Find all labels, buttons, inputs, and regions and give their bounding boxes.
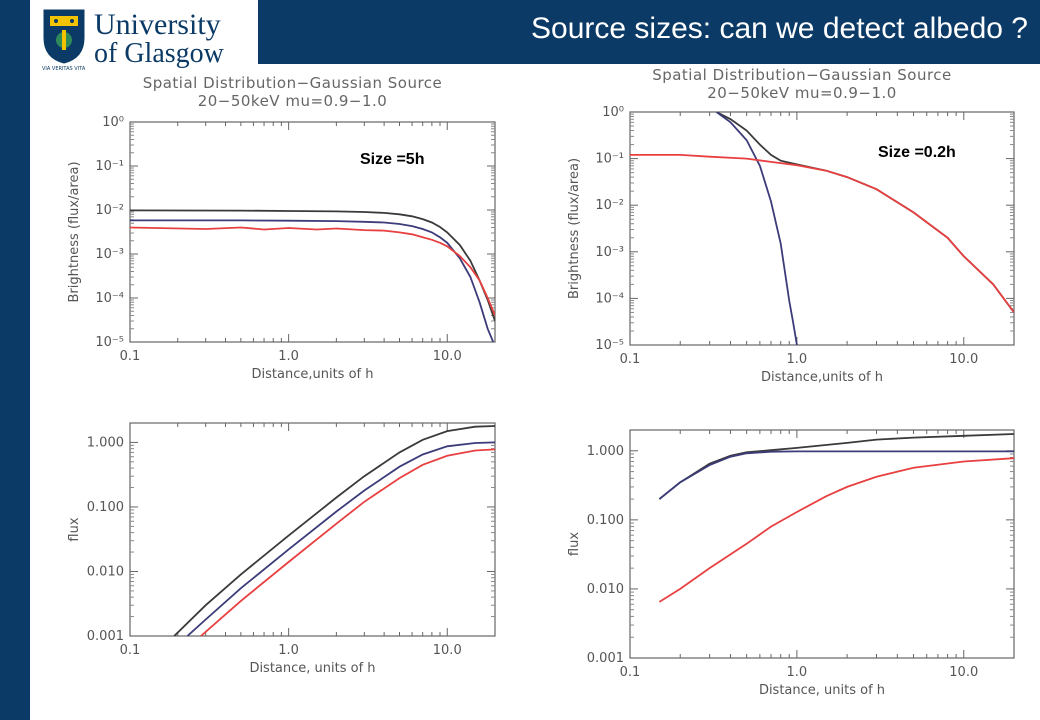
chart-bottom-left: 0.1 1.0 10.0 1.000 0.100 0.010 0.001 Distance, … [67, 422, 496, 676]
y-tick-label: 10⁻³ [595, 245, 624, 260]
series-line-2 [630, 154, 1014, 313]
y-tick-label: 0.100 [87, 500, 124, 515]
y-tick-label: 0.001 [87, 629, 124, 644]
x-axis-label: Distance, units of h [249, 661, 375, 676]
series-line-0 [658, 433, 1014, 500]
y-tick-label: 0.001 [587, 651, 624, 666]
y-tick-label: 10⁻² [595, 198, 624, 213]
series-line-2 [200, 448, 495, 636]
series-line-1 [130, 219, 495, 342]
y-tick-label: 10⁻¹ [595, 152, 624, 167]
x-axis-label: Distance, units of h [759, 683, 885, 698]
y-tick-label: 0.010 [87, 564, 124, 579]
y-axis-label: flux [67, 517, 82, 541]
chart-top-right: Spatial Distribution−Gaussian Source20−5… [567, 66, 1015, 385]
y-tick-label: 0.010 [587, 582, 624, 597]
y-tick-label: 10⁻⁴ [595, 291, 624, 306]
x-axis-label: Distance,units of h [252, 367, 374, 382]
x-axis-label: Distance,units of h [761, 370, 883, 385]
y-axis-label: Brightness (flux/area) [567, 158, 582, 299]
y-tick-label: 1.000 [587, 444, 624, 459]
y-tick-label: 10⁻¹ [95, 159, 124, 174]
chart-title: Spatial Distribution−Gaussian Source [143, 74, 443, 92]
x-tick-label: 10.0 [433, 643, 462, 658]
size-annotation: Size =5h [360, 151, 424, 168]
series-line-2 [130, 226, 495, 316]
y-tick-label: 0.100 [587, 513, 624, 528]
y-tick-label: 10⁻⁵ [95, 335, 124, 350]
x-tick-label: 1.0 [278, 349, 299, 364]
x-tick-label: 10.0 [949, 352, 978, 367]
x-tick-label: 1.0 [278, 643, 299, 658]
series-line-1 [715, 112, 798, 345]
series-line-1 [658, 450, 1014, 500]
plot-frame [629, 429, 1015, 659]
x-tick-label: 1.0 [787, 352, 808, 367]
y-tick-label: 10⁻⁵ [595, 338, 624, 353]
y-tick-label: 10⁻² [95, 203, 124, 218]
logo-motto: VIA VERITAS VITA [42, 66, 86, 72]
x-tick-label: 0.1 [620, 665, 641, 680]
y-tick-label: 1.000 [87, 435, 124, 450]
x-tick-label: 0.1 [120, 349, 141, 364]
x-tick-label: 0.1 [120, 643, 141, 658]
logo-text-line2: of Glasgow [94, 38, 224, 69]
chart-bottom-right: 0.1 1.0 10.0 1.000 0.100 0.010 0.001 Distance, … [567, 429, 1015, 698]
series-line-0 [173, 425, 495, 636]
university-logo: VIA VERITAS VITA University of Glasgow [30, 0, 258, 78]
y-tick-label: 10⁻⁴ [95, 291, 124, 306]
plot-frame [629, 111, 1015, 346]
x-tick-label: 10.0 [433, 349, 462, 364]
left-brand-bar [0, 0, 30, 720]
chart-subtitle: 20−50keV mu=0.9−1.0 [198, 92, 388, 110]
plot-frame [129, 422, 496, 637]
y-axis-label: Brightness (flux/area) [67, 161, 82, 302]
series-line-0 [130, 209, 495, 322]
chart-top-left: Spatial Distribution−Gaussian Source20−5… [67, 74, 496, 382]
y-tick-label: 10⁰ [602, 105, 624, 120]
series-line-2 [658, 457, 1014, 603]
header: VIA VERITAS VITA University of Glasgow S… [30, 0, 1040, 78]
y-axis-label: flux [567, 532, 582, 556]
chart-subtitle: 20−50keV mu=0.9−1.0 [707, 84, 897, 102]
title-bar: Source sizes: can we detect albedo ? [258, 0, 1040, 64]
logo-text-line1: University [94, 8, 221, 41]
y-tick-label: 10⁻³ [95, 247, 124, 262]
y-tick-label: 10⁰ [102, 115, 124, 130]
series-line-0 [716, 112, 1014, 313]
x-tick-label: 1.0 [787, 665, 808, 680]
crest-icon [43, 9, 85, 64]
x-tick-label: 10.0 [949, 665, 978, 680]
size-annotation: Size =0.2h [878, 144, 956, 161]
x-tick-label: 0.1 [620, 352, 641, 367]
page-title: Source sizes: can we detect albedo ? [531, 12, 1028, 45]
chart-title: Spatial Distribution−Gaussian Source [652, 66, 952, 84]
series-line-1 [186, 441, 495, 636]
plot-frame [129, 121, 496, 343]
